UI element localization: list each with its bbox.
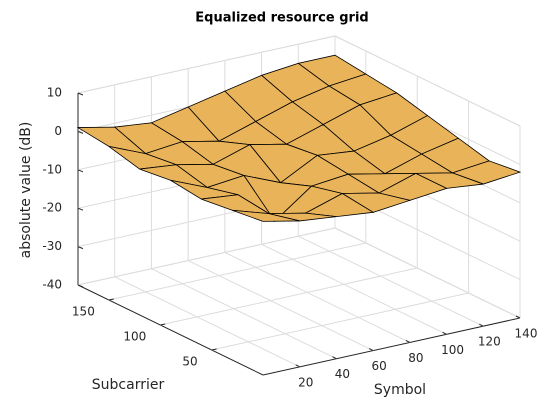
- z-tick: [77, 207, 84, 211]
- y-tick: [160, 323, 166, 326]
- grid-line: [108, 242, 366, 301]
- z-tick-label: 10: [47, 86, 62, 100]
- z-tick: [77, 130, 84, 134]
- x-tick: [515, 315, 521, 319]
- chart-title: Equalized resource grid: [195, 11, 368, 26]
- x-tick-label: 20: [298, 375, 313, 389]
- z-tick-label: -20: [42, 201, 62, 215]
- grid-line: [77, 227, 336, 286]
- surface-cell: [232, 209, 300, 222]
- y-axis-label: Subcarrier: [92, 377, 165, 393]
- x-tick: [332, 356, 337, 360]
- x-tick-label: 100: [441, 343, 464, 357]
- x-tick-label: 40: [335, 367, 350, 381]
- x-tick-label: 120: [478, 335, 501, 349]
- y-tick-label: 150: [72, 305, 95, 319]
- z-tick: [77, 246, 84, 250]
- z-axis-label: absolute value (dB): [18, 122, 34, 259]
- z-tick-label: -40: [42, 278, 62, 292]
- x-tick-label: 60: [372, 359, 387, 373]
- x-tick: [368, 348, 374, 352]
- x-axis-label: Symbol: [374, 382, 426, 398]
- z-tick: [77, 92, 84, 96]
- box-edge: [262, 317, 521, 376]
- x-tick: [295, 364, 300, 368]
- x-tick-label: 140: [515, 327, 538, 341]
- x-tick: [479, 323, 484, 327]
- grid-line: [160, 267, 418, 326]
- x-tick: [405, 339, 411, 343]
- y-tick-label: 50: [182, 355, 197, 369]
- grid-line: [77, 35, 336, 94]
- x-tick: [442, 331, 447, 335]
- z-tick-label: 0: [54, 124, 62, 138]
- grid-line: [211, 292, 469, 351]
- z-tick: [77, 284, 84, 288]
- y-tick-label: 100: [123, 330, 146, 344]
- x-tick-label: 80: [408, 351, 423, 365]
- z-tick-label: -10: [42, 162, 62, 176]
- y-tick: [108, 298, 114, 301]
- z-tick-label: -30: [42, 239, 62, 253]
- z-tick: [77, 169, 84, 173]
- y-tick: [211, 348, 217, 351]
